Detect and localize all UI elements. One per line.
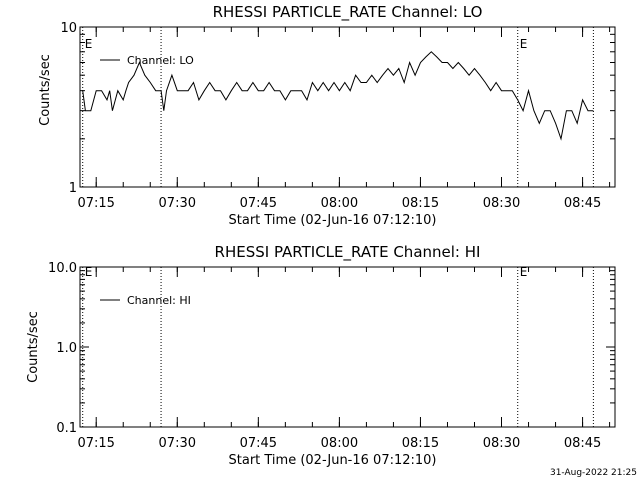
- chart-title: RHESSI PARTICLE_RATE Channel: HI: [215, 243, 481, 262]
- x-tick-label: 07:30: [159, 196, 196, 211]
- y-tick-label: 1.0: [56, 341, 77, 356]
- series-line: [82, 51, 594, 141]
- x-tick-label: 08:15: [402, 436, 439, 451]
- x-axis-label: Start Time (02-Jun-16 07:12:10): [229, 453, 437, 468]
- legend-label: Channel: HI: [127, 294, 191, 307]
- x-tick-label: 07:30: [159, 436, 196, 451]
- x-axis-label: Start Time (02-Jun-16 07:12:10): [229, 213, 437, 228]
- y-axis-label: Counts/sec: [26, 311, 41, 383]
- event-marker-label: E: [520, 265, 528, 279]
- plot-frame: [79, 266, 616, 428]
- x-tick-label: 08:30: [483, 436, 520, 451]
- x-tick-label: 08:15: [402, 196, 439, 211]
- y-axis-label: Counts/sec: [38, 54, 53, 126]
- event-marker-label: E: [85, 37, 93, 51]
- y-tick-label: 10: [60, 21, 77, 36]
- x-tick-label: 08:45: [564, 196, 601, 211]
- footer-timestamp: 31-Aug-2022 21:25: [550, 468, 637, 478]
- y-tick-label: 1: [69, 181, 77, 196]
- x-tick-label: 07:45: [240, 436, 277, 451]
- x-tick-label: 07:15: [77, 436, 114, 451]
- x-tick-label: 08:45: [564, 436, 601, 451]
- plot-frame: [79, 26, 616, 188]
- legend-label: Channel: LO: [127, 54, 194, 67]
- x-tick-label: 08:00: [321, 436, 358, 451]
- event-marker-label: E: [520, 37, 528, 51]
- x-tick-label: 07:45: [240, 196, 277, 211]
- x-tick-label: 08:30: [483, 196, 520, 211]
- y-tick-label: 0.1: [56, 421, 77, 436]
- event-marker-label: E: [85, 265, 93, 279]
- chart-title: RHESSI PARTICLE_RATE Channel: LO: [213, 3, 483, 22]
- x-tick-label: 07:15: [77, 196, 114, 211]
- x-tick-label: 08:00: [321, 196, 358, 211]
- y-tick-label: 10.0: [48, 261, 77, 276]
